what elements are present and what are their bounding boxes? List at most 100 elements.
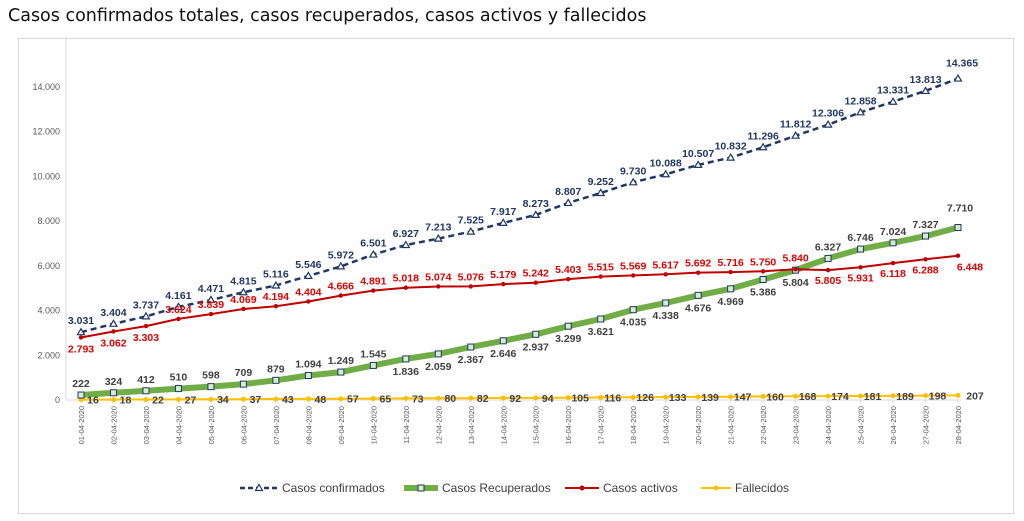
data-label-series-0: 13.813 [909,74,941,86]
series-line-3 [81,394,959,401]
series-3-point [175,396,181,402]
series-3-point [338,396,344,402]
series-0-point [498,218,508,226]
series-3-point [695,394,701,400]
series-2-point [468,284,473,289]
data-label-series-0: 3.737 [133,299,159,311]
x-tick-label: 15-04-2020 [532,406,541,444]
data-label-series-0: 8.273 [523,198,549,210]
data-label-series-0: 4.161 [165,290,191,302]
legend-marker-1 [417,484,425,492]
x-tick-label: 18-04-2020 [629,406,638,444]
data-label-series-2: 4.666 [328,281,354,293]
series-3-point [273,396,279,402]
data-label-series-0: 5.972 [328,249,354,261]
series-2-point [403,285,409,290]
series-0-point [433,233,443,242]
y-tick-label: 6.000 [37,261,60,271]
series-line-1 [80,224,959,398]
series-1-point [207,383,215,391]
data-label-series-3: 43 [282,394,294,406]
data-label-series-3: 105 [571,393,589,405]
series-2-point [176,316,181,322]
series-0-point [466,226,476,235]
data-label-series-2: 5.018 [393,273,419,285]
data-label-series-3: 73 [412,393,424,405]
series-0-point [920,86,931,95]
x-tick-label: 25-04-2020 [857,406,866,444]
series-0-point [693,160,703,169]
data-label-series-1: 4.676 [685,302,711,314]
x-tick-label: 26-04-2020 [889,406,898,444]
x-tick-label: 05-04-2020 [207,406,216,444]
series-2-point [630,273,636,278]
series-2-point [111,329,116,334]
series-0-point [238,287,248,296]
x-tick-label: 02-04-2020 [109,406,118,444]
series-0-point [108,319,119,327]
data-label-series-1: 3.621 [588,326,614,338]
series-1-point [857,245,865,253]
data-label-series-0: 10.088 [650,157,682,169]
data-label-series-0: 11.296 [747,130,779,142]
data-label-series-3: 181 [864,391,882,403]
x-tick-label: 04-04-2020 [174,406,183,444]
data-label-series-0: 8.807 [555,186,581,198]
series-0-point [758,142,768,151]
data-label-series-1: 510 [170,372,188,384]
data-label-series-2: 5.179 [490,269,516,281]
x-tick-label: 08-04-2020 [304,406,313,444]
data-label-series-2: 4.194 [263,291,289,303]
x-tick-label: 17-04-2020 [597,406,606,444]
data-label-series-1: 3.299 [555,333,581,345]
data-label-series-1: 1.094 [295,359,321,371]
series-3-point [890,393,896,399]
data-label-series-0: 10.507 [682,148,714,160]
data-label-series-3: 37 [250,394,262,406]
series-1-point [109,389,117,397]
data-label-series-1: 1.545 [360,348,386,360]
series-0-point [661,169,671,178]
x-tick-label: 01-04-2020 [77,406,86,444]
data-label-series-0: 3.031 [68,315,94,327]
y-tick-label: 0 [55,395,60,405]
series-2-point [793,267,798,272]
series-1-point [954,223,962,231]
data-label-series-3: 57 [347,394,359,406]
series-3-point [630,394,636,400]
data-label-series-1: 1.249 [328,355,354,367]
series-3-point [760,393,766,399]
series-1-point [174,385,182,393]
data-label-series-2: 5.076 [458,271,484,283]
series-1-point [694,291,702,299]
series-1-point [77,391,85,399]
y-tick-label: 2.000 [37,350,60,360]
series-0-point [856,107,866,116]
data-label-series-1: 2.646 [490,348,516,360]
series-2-point [695,270,701,275]
data-label-series-0: 11.812 [780,119,812,131]
x-tick-label: 20-04-2020 [694,406,703,444]
series-2-point [760,269,766,274]
data-label-series-0: 7.917 [490,206,516,218]
series-2-point [501,281,506,287]
series-0-point [563,198,573,207]
x-tick-label: 23-04-2020 [792,406,801,444]
x-tick-label: 22-04-2020 [759,406,768,444]
series-1-point [142,387,150,395]
series-3-point [435,395,441,401]
series-1-point [239,380,247,388]
data-label-series-3: 126 [636,392,654,404]
data-label-series-0: 12.306 [812,108,844,120]
y-tick-label: 12.000 [32,127,60,137]
data-label-series-1: 879 [267,363,285,375]
series-2-point [663,272,668,277]
data-label-series-1: 5.386 [750,286,776,298]
series-2-point [371,288,376,293]
data-label-series-0: 7.213 [425,222,451,234]
series-0-point [596,188,606,197]
series-1-point [337,368,345,376]
data-label-series-3: 198 [929,391,947,403]
series-1-point [532,330,540,338]
series-1-point [727,285,735,293]
